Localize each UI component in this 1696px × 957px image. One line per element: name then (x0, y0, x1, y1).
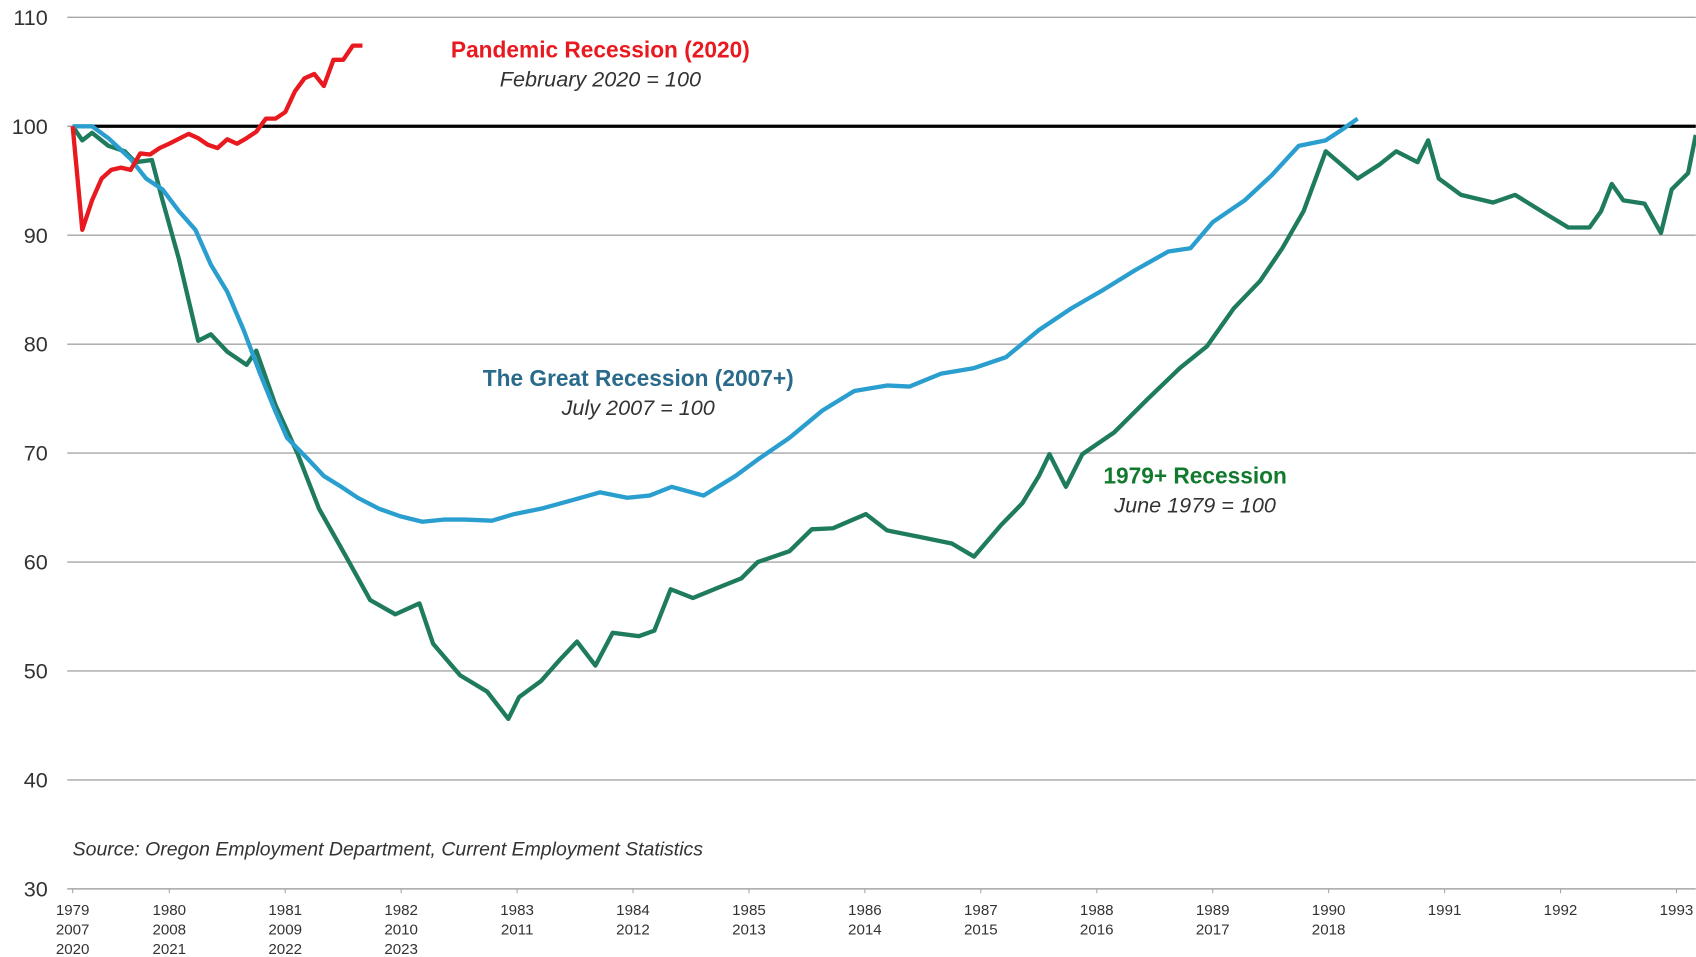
y-tick-label: 80 (24, 332, 48, 357)
annotation-subtitle: July 2007 = 100 (561, 395, 715, 420)
annotation-subtitle: February 2020 = 100 (500, 67, 701, 92)
x-tick-label: 2023 (384, 941, 418, 957)
series-line (70, 43, 363, 232)
x-tick-label: 2009 (268, 921, 302, 938)
y-tick-label: 50 (24, 659, 48, 684)
x-tick-label: 2012 (616, 921, 650, 938)
annotation-subtitle: June 1979 = 100 (1113, 493, 1276, 518)
x-tick-label: 1979 (56, 902, 90, 919)
x-tick-label: 1980 (152, 902, 186, 919)
x-tick-label: 1981 (268, 902, 302, 919)
x-tick-label: 1982 (384, 902, 418, 919)
y-tick-label: 90 (24, 223, 48, 248)
annotation-title: 1979+ Recession (1103, 462, 1287, 488)
x-tick-label: 2022 (268, 941, 302, 957)
x-tick-label: 1985 (732, 902, 766, 919)
annotation-title: Pandemic Recession (2020) (451, 36, 750, 62)
x-tick-label: 1988 (1080, 902, 1114, 919)
y-tick-label: 110 (13, 5, 47, 30)
x-tick-label: 1987 (964, 902, 998, 919)
x-tick-label: 1993 (1660, 902, 1694, 919)
x-tick-label: 2021 (152, 941, 186, 957)
x-tick-label: 2013 (732, 921, 766, 938)
x-tick-label: 2011 (501, 921, 534, 938)
x-tick-label: 1989 (1196, 902, 1230, 919)
x-tick-label: 1983 (500, 902, 534, 919)
x-tick-label: 1986 (848, 902, 882, 919)
y-tick-label: 40 (24, 767, 48, 792)
x-tick-label: 2020 (56, 941, 90, 957)
x-tick-label: 2017 (1196, 921, 1230, 938)
x-tick-label: 2015 (964, 921, 998, 938)
x-tick-label: 1984 (616, 902, 650, 919)
series-line (70, 125, 1696, 722)
y-tick-label: 70 (24, 441, 48, 466)
x-tick-label: 2016 (1080, 921, 1114, 938)
x-tick-label: 2014 (848, 921, 882, 938)
source-note: Source: Oregon Employment Department, Cu… (73, 838, 704, 860)
x-tick-label: 2007 (56, 921, 90, 938)
x-tick-label: 1991 (1428, 902, 1462, 919)
y-tick-label: 30 (24, 876, 48, 901)
annotation-title: The Great Recession (2007+) (483, 365, 794, 391)
x-tick-label: 2018 (1312, 921, 1346, 938)
series-line (72, 116, 1359, 524)
y-tick-label: 60 (24, 550, 48, 575)
y-tick-label: 100 (12, 114, 48, 139)
x-tick-label: 1990 (1312, 902, 1346, 919)
x-tick-label: 2008 (152, 921, 186, 938)
x-tick-label: 2010 (384, 921, 418, 938)
x-tick-label: 1992 (1544, 902, 1578, 919)
